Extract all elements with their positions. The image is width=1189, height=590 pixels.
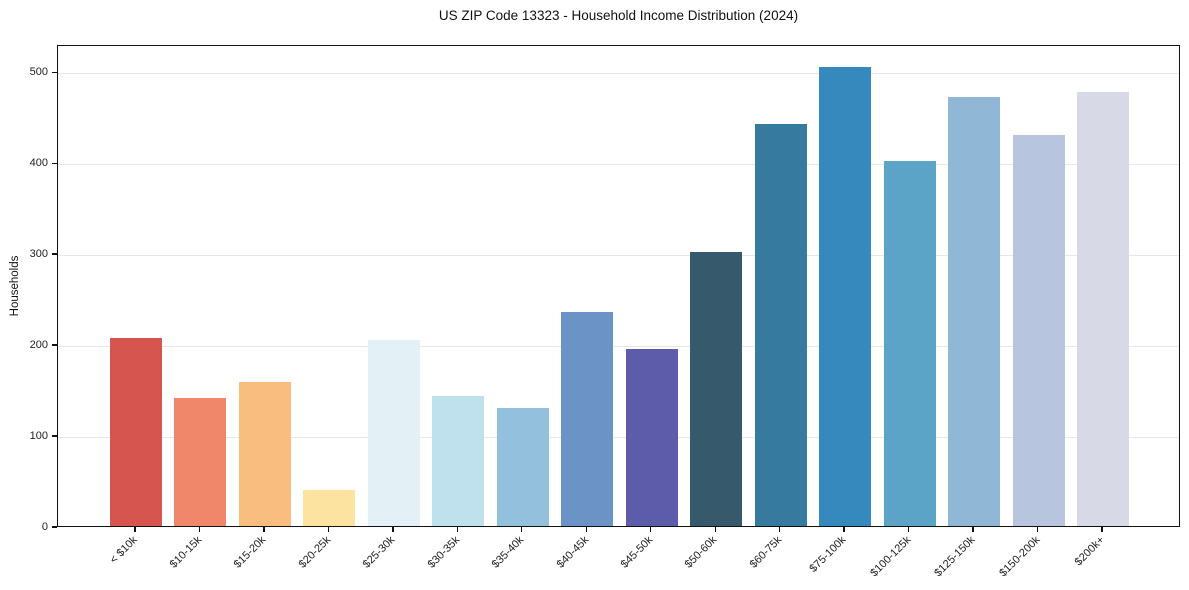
bar	[625, 348, 678, 526]
bar	[238, 382, 291, 526]
x-tick-label: $100-125k	[867, 534, 914, 580]
x-tick-mark	[198, 527, 201, 532]
x-tick-mark	[972, 527, 974, 532]
bar	[303, 489, 356, 526]
x-tick-mark	[843, 527, 845, 532]
x-tick-label: $50-60k	[683, 534, 720, 571]
bar	[110, 337, 162, 526]
gridline	[58, 437, 1179, 439]
y-tick-label: 200	[29, 338, 48, 351]
x-tick-mark	[1101, 527, 1103, 532]
y-tick-mark	[52, 71, 57, 73]
bar	[432, 395, 485, 526]
x-tick-mark	[263, 527, 265, 532]
x-tick-label: $60-75k	[747, 534, 785, 571]
bar	[690, 252, 743, 526]
x-tick-label: $30-35k	[425, 534, 462, 571]
y-tick-label: 0	[41, 520, 48, 533]
x-tick-label: $125-150k	[932, 534, 978, 580]
x-tick-label: $20-25k	[296, 534, 333, 571]
bar	[496, 407, 549, 526]
plot-area	[57, 45, 1180, 527]
x-tick-mark	[392, 527, 394, 532]
gridline	[58, 255, 1179, 257]
x-tick-label: $150-200k	[996, 534, 1043, 580]
y-tick-mark	[52, 526, 57, 528]
chart-title: US ZIP Code 13323 - Household Income Dis…	[438, 8, 799, 23]
x-tick-mark	[1036, 527, 1039, 532]
x-tick-label: < $10k	[107, 534, 140, 567]
y-tick-mark	[52, 344, 57, 346]
x-tick-mark	[907, 527, 910, 532]
x-tick-mark	[650, 527, 652, 532]
bar	[948, 96, 1001, 526]
y-tick-mark	[52, 162, 57, 164]
x-tick-mark	[585, 527, 587, 532]
bar	[883, 161, 936, 526]
x-tick-mark	[778, 527, 781, 532]
gridline	[58, 346, 1179, 348]
x-tick-mark	[714, 527, 716, 532]
bar	[561, 312, 614, 526]
y-tick-label: 500	[29, 65, 48, 78]
y-axis-label: Households	[9, 255, 21, 317]
y-tick-mark	[52, 435, 57, 437]
x-tick-label: $45-50k	[618, 534, 656, 571]
x-tick-label: $25-30k	[360, 534, 398, 571]
bar	[819, 66, 872, 526]
x-tick-label: $40-45k	[554, 534, 591, 571]
bar	[174, 397, 227, 526]
bar	[1012, 134, 1065, 526]
y-tick-label: 100	[29, 429, 48, 442]
y-tick-label: 400	[29, 156, 48, 169]
gridline	[58, 164, 1179, 166]
gridline	[58, 73, 1179, 75]
bar	[1077, 92, 1129, 526]
x-tick-label: $10-15k	[167, 534, 204, 571]
y-tick-label: 300	[29, 247, 48, 260]
x-tick-mark	[521, 527, 523, 532]
x-tick-label: $200k+	[1072, 534, 1107, 569]
x-tick-mark	[134, 527, 136, 532]
bar	[367, 339, 420, 526]
x-tick-mark	[327, 527, 330, 532]
x-tick-mark	[456, 527, 459, 532]
bar	[754, 124, 807, 526]
y-tick-mark	[52, 253, 57, 255]
x-tick-label: $15-20k	[231, 534, 269, 571]
x-tick-label: $75-100k	[807, 534, 849, 575]
x-tick-label: $35-40k	[489, 534, 527, 571]
